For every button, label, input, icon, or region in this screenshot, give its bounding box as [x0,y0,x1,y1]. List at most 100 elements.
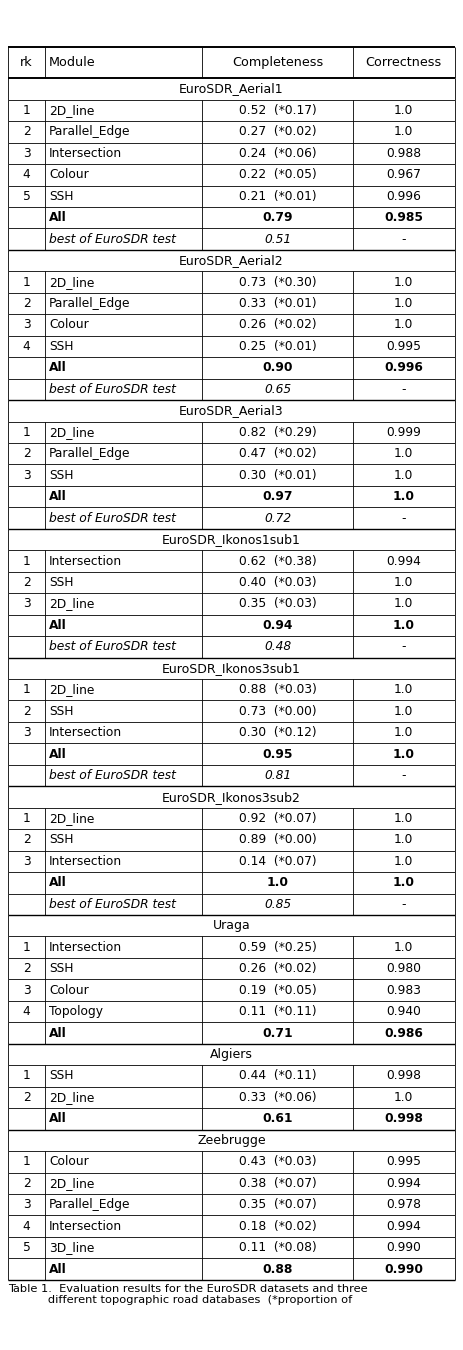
Text: Intersection: Intersection [49,726,122,740]
Text: 1: 1 [23,425,31,439]
Text: EuroSDR_Aerial2: EuroSDR_Aerial2 [179,254,284,267]
Text: 0.983: 0.983 [386,984,421,996]
Text: 0.985: 0.985 [384,211,423,224]
Text: SSH: SSH [49,963,74,975]
Text: -: - [401,640,406,653]
Text: 0.88: 0.88 [262,1262,293,1276]
Text: 1.0: 1.0 [267,876,288,890]
Text: 1.0: 1.0 [394,1091,413,1104]
Text: 2D_line: 2D_line [49,1177,94,1189]
Text: best of EuroSDR test: best of EuroSDR test [49,512,176,525]
Text: 2: 2 [23,126,31,139]
Text: 0.988: 0.988 [386,147,421,159]
Text: All: All [49,1026,67,1040]
Text: SSH: SSH [49,576,74,589]
Text: 1.0: 1.0 [393,618,415,632]
Text: Intersection: Intersection [49,555,122,567]
Text: 2D_line: 2D_line [49,1091,94,1104]
Text: Zeebrugge: Zeebrugge [197,1134,266,1148]
Text: 1.0: 1.0 [394,275,413,289]
Text: 0.994: 0.994 [386,1219,421,1233]
Text: Uraga: Uraga [213,919,250,933]
Text: 1: 1 [23,811,31,825]
Text: 2D_line: 2D_line [49,275,94,289]
Text: Colour: Colour [49,1156,89,1168]
Text: different topographic road databases  (*proportion of: different topographic road databases (*p… [8,1295,353,1305]
Text: 0.978: 0.978 [386,1199,421,1211]
Text: 0.79: 0.79 [262,211,293,224]
Text: 2: 2 [23,833,31,846]
Text: 4: 4 [23,1006,31,1018]
Text: 0.11  (*0.11): 0.11 (*0.11) [238,1006,316,1018]
Text: 1.0: 1.0 [393,876,415,890]
Text: 0.94: 0.94 [262,618,293,632]
Text: 0.998: 0.998 [384,1112,423,1126]
Text: Topology: Topology [49,1006,103,1018]
Text: 0.97: 0.97 [262,490,293,504]
Text: 0.95: 0.95 [262,748,293,760]
Text: EuroSDR_Ikonos3sub2: EuroSDR_Ikonos3sub2 [162,791,301,803]
Text: 1.0: 1.0 [394,811,413,825]
Text: Parallel_Edge: Parallel_Edge [49,297,131,310]
Text: Intersection: Intersection [49,1219,122,1233]
Text: EuroSDR_Ikonos3sub1: EuroSDR_Ikonos3sub1 [162,662,301,675]
Text: SSH: SSH [49,340,74,352]
Text: 0.30  (*0.01): 0.30 (*0.01) [238,468,316,482]
Text: SSH: SSH [49,190,74,202]
Text: 2: 2 [23,447,31,460]
Text: 0.92  (*0.07): 0.92 (*0.07) [238,811,316,825]
Text: 0.990: 0.990 [386,1241,421,1254]
Text: 0.72: 0.72 [264,512,291,525]
Text: 1.0: 1.0 [394,941,413,953]
Text: 2D_line: 2D_line [49,811,94,825]
Text: 4: 4 [23,1219,31,1233]
Text: 1: 1 [23,275,31,289]
Text: Algiers: Algiers [210,1048,253,1061]
Text: 0.22  (*0.05): 0.22 (*0.05) [238,169,316,181]
Text: 2: 2 [23,576,31,589]
Text: All: All [49,490,67,504]
Text: 5: 5 [23,1241,31,1254]
Text: Intersection: Intersection [49,941,122,953]
Text: 0.47  (*0.02): 0.47 (*0.02) [238,447,316,460]
Text: 0.71: 0.71 [262,1026,293,1040]
Text: 2D_line: 2D_line [49,425,94,439]
Text: 0.995: 0.995 [386,1156,421,1168]
Text: 0.81: 0.81 [264,769,291,782]
Text: best of EuroSDR test: best of EuroSDR test [49,898,176,911]
Text: -: - [401,232,406,246]
Text: 3: 3 [23,984,31,996]
Text: 2: 2 [23,1177,31,1189]
Text: 1.0: 1.0 [394,683,413,697]
Text: EuroSDR_Aerial3: EuroSDR_Aerial3 [179,404,284,417]
Text: 0.65: 0.65 [264,383,291,396]
Text: 1: 1 [23,555,31,567]
Text: 0.40  (*0.03): 0.40 (*0.03) [238,576,316,589]
Text: 0.998: 0.998 [386,1069,421,1083]
Text: 0.986: 0.986 [384,1026,423,1040]
Text: 0.73  (*0.00): 0.73 (*0.00) [238,705,316,718]
Text: best of EuroSDR test: best of EuroSDR test [49,232,176,246]
Text: 1.0: 1.0 [394,576,413,589]
Text: 0.940: 0.940 [386,1006,421,1018]
Text: 0.995: 0.995 [386,340,421,352]
Text: 0.980: 0.980 [386,963,421,975]
Text: 0.27  (*0.02): 0.27 (*0.02) [238,126,316,139]
Text: 0.18  (*0.02): 0.18 (*0.02) [238,1219,316,1233]
Text: best of EuroSDR test: best of EuroSDR test [49,640,176,653]
Text: 2D_line: 2D_line [49,104,94,117]
Text: 1.0: 1.0 [394,447,413,460]
Text: 0.85: 0.85 [264,898,291,911]
Text: 1.0: 1.0 [394,468,413,482]
Text: 1.0: 1.0 [394,104,413,117]
Text: 0.11  (*0.08): 0.11 (*0.08) [238,1241,316,1254]
Text: 0.21  (*0.01): 0.21 (*0.01) [238,190,316,202]
Text: 1.0: 1.0 [394,319,413,332]
Text: 0.994: 0.994 [386,1177,421,1189]
Text: best of EuroSDR test: best of EuroSDR test [49,383,176,396]
Text: 3D_line: 3D_line [49,1241,94,1254]
Text: 0.33  (*0.06): 0.33 (*0.06) [238,1091,316,1104]
Text: Intersection: Intersection [49,855,122,868]
Text: 0.996: 0.996 [386,190,421,202]
Text: All: All [49,211,67,224]
